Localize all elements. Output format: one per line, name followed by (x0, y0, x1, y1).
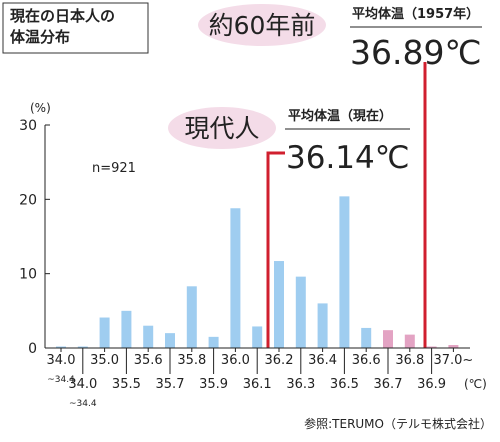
y-tick-label: 10 (19, 267, 37, 283)
y-unit: (%) (30, 101, 51, 115)
annotation: 約60年前 (209, 11, 316, 40)
x-tick-label: 36.6 (352, 353, 381, 368)
bar (404, 334, 415, 348)
x-tick-label: 36.2 (265, 353, 294, 368)
bar (274, 261, 284, 348)
bar (56, 346, 66, 348)
x-tick-label: 36.8 (395, 353, 424, 368)
bar (99, 317, 110, 348)
bar (165, 333, 175, 348)
bar (361, 327, 372, 348)
x-tick-label: 35.8 (177, 353, 206, 368)
x-tick-label: 34.0 ~34.4 (68, 377, 97, 409)
bar (143, 325, 154, 348)
x-tick-label: 35.7 (156, 377, 185, 392)
bar (121, 310, 132, 348)
bar (208, 336, 219, 348)
bar (186, 286, 197, 348)
bar (426, 346, 437, 348)
x-tick-label: 36.4 (308, 353, 337, 368)
x-tick-label: 36.7 (374, 377, 403, 392)
x-tick-label: 34.0 ~34.4 (47, 353, 76, 385)
x-tick-label: 35.0 (90, 353, 119, 368)
x-tick-label: 37.0~ (433, 353, 473, 368)
x-tick-label: 36.9 (417, 377, 446, 392)
bar (339, 196, 350, 348)
source: 参照:TERUMO（テルモ株式会社） (304, 416, 492, 431)
x-tick-label: 36.0 (221, 353, 250, 368)
x-tick-label: 35.9 (199, 377, 228, 392)
bar (448, 345, 459, 348)
bar (230, 208, 241, 348)
x-unit: (℃) (464, 377, 487, 391)
reference-line (266, 151, 285, 348)
bar (295, 276, 306, 348)
bar (77, 346, 88, 348)
annotation: n=921 (92, 161, 136, 176)
annotation: 現代人 (184, 114, 259, 143)
annotation: 平均体温（1957年） (352, 6, 479, 22)
bar (317, 303, 328, 348)
title-box (2, 2, 149, 54)
y-tick-label: 20 (19, 192, 37, 208)
label-bubble (168, 107, 276, 149)
x-tick-label: 36.1 (243, 377, 272, 392)
x-tick-label: 36.5 (330, 377, 359, 392)
y-tick-label: 0 (28, 341, 37, 357)
y-tick-label: 30 (19, 118, 37, 134)
annotation: 平均体温（現在） (288, 108, 392, 124)
annotation: 36.14℃ (286, 140, 410, 176)
bar (383, 330, 393, 348)
x-tick-label: 35.6 (134, 353, 163, 368)
chart-title: 現在の日本人の体温分布 (10, 7, 115, 46)
label-bubble (198, 4, 326, 46)
bar (252, 326, 263, 348)
annotation: 36.89℃ (350, 33, 482, 72)
x-tick-label: 36.3 (286, 377, 315, 392)
x-tick-label: 35.5 (112, 377, 141, 392)
